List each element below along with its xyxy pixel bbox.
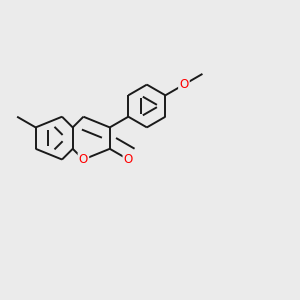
Text: O: O xyxy=(124,153,133,166)
Text: O: O xyxy=(79,153,88,166)
Text: O: O xyxy=(179,78,188,91)
